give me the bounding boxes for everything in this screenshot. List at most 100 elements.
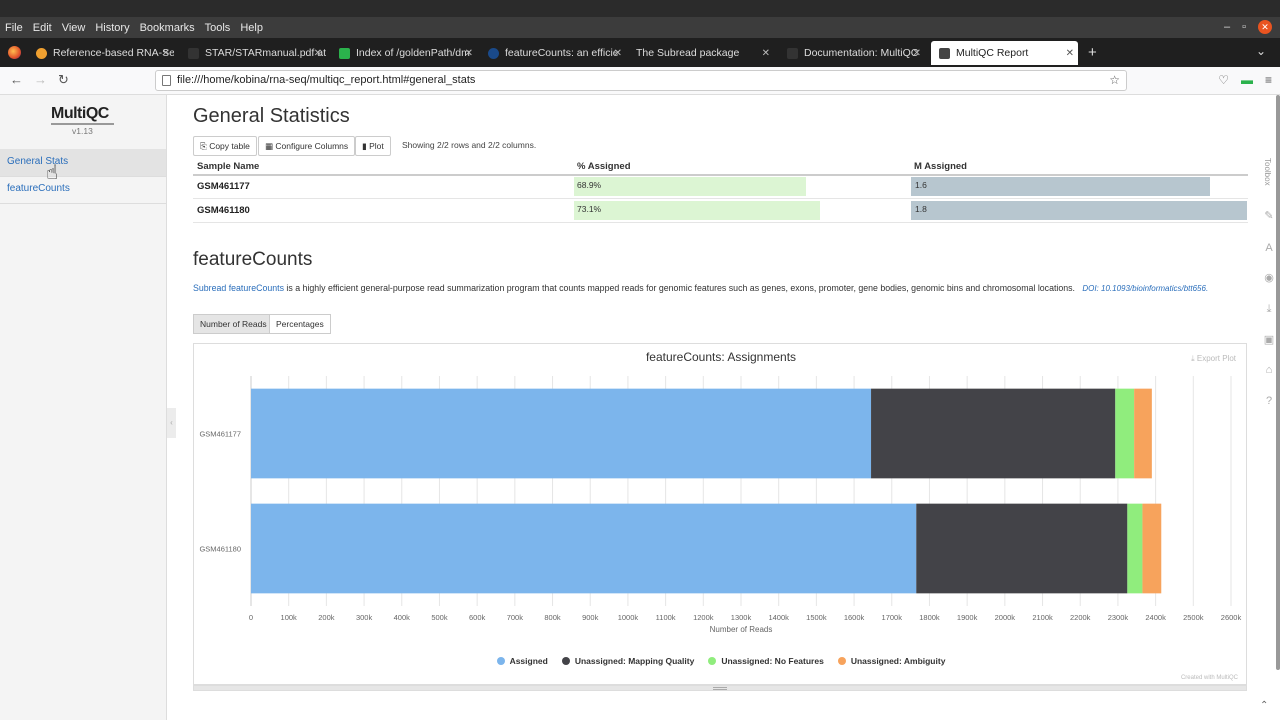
col-sample-name[interactable]: Sample Name bbox=[197, 161, 260, 172]
menu-bookmarks[interactable]: Bookmarks bbox=[139, 21, 195, 34]
reload-icon[interactable]: ↻ bbox=[58, 72, 69, 87]
bar-segment bbox=[1115, 388, 1135, 479]
m-assigned-bar bbox=[911, 201, 1247, 220]
hide-samples-icon[interactable]: ◉ bbox=[1264, 272, 1274, 284]
close-window-icon[interactable]: ✕ bbox=[1258, 20, 1272, 34]
bookmark-star-icon[interactable]: ☆ bbox=[1109, 73, 1120, 87]
plot-label: Plot bbox=[369, 141, 384, 151]
x-tick-label: 300k bbox=[356, 613, 373, 622]
multiqc-logo[interactable]: MultiQC bbox=[51, 105, 109, 122]
legend-item[interactable]: Unassigned: Mapping Quality bbox=[561, 656, 695, 666]
x-tick-label: 2400k bbox=[1145, 613, 1166, 622]
extension-icon[interactable]: ▬ bbox=[1240, 73, 1253, 87]
percentages-toggle[interactable]: Percentages bbox=[269, 314, 331, 334]
about-icon[interactable]: ⌂ bbox=[1265, 364, 1273, 376]
configure-columns-label: Configure Columns bbox=[275, 141, 349, 151]
page-scrollbar[interactable] bbox=[1276, 95, 1280, 670]
close-tab-icon[interactable]: ✕ bbox=[912, 47, 921, 59]
menu-edit[interactable]: Edit bbox=[32, 21, 52, 34]
x-axis-label: Number of Reads bbox=[710, 625, 773, 634]
close-tab-icon[interactable]: ✕ bbox=[613, 47, 622, 59]
highlight-pin-icon[interactable]: ✎ bbox=[1264, 210, 1274, 222]
menu-tools[interactable]: Tools bbox=[204, 21, 231, 34]
tab-featurecounts-paper[interactable]: featureCounts: an efficie ✕ bbox=[480, 41, 626, 65]
legend-item[interactable]: Unassigned: Ambiguity bbox=[837, 656, 945, 666]
close-tab-icon[interactable]: ✕ bbox=[761, 47, 770, 59]
forward-arrow-icon[interactable]: → bbox=[34, 72, 47, 87]
help-icon[interactable]: ? bbox=[1265, 395, 1273, 407]
sidebar-collapse-handle[interactable]: ‹ bbox=[167, 408, 176, 438]
back-arrow-icon[interactable]: ← bbox=[10, 72, 23, 87]
logo-underline bbox=[51, 123, 114, 125]
col-pct-assigned[interactable]: % Assigned bbox=[577, 161, 631, 172]
tab-subread-package[interactable]: The Subread package ✕ bbox=[628, 41, 774, 65]
tab-title: Reference-based RNA-Se bbox=[53, 47, 174, 59]
x-tick-label: 1400k bbox=[768, 613, 789, 622]
close-tab-icon[interactable]: ✕ bbox=[161, 47, 170, 59]
x-tick-label: 1000k bbox=[618, 613, 639, 622]
pocket-icon[interactable]: ♡ bbox=[1218, 73, 1229, 87]
general-stats-title: General Statistics bbox=[193, 105, 350, 127]
hamburger-menu-icon[interactable]: ≡ bbox=[1264, 73, 1272, 87]
menu-file[interactable]: File bbox=[5, 21, 23, 34]
x-tick-label: 1500k bbox=[806, 613, 827, 622]
featurecounts-title: featureCounts bbox=[193, 249, 313, 270]
x-tick-label: 700k bbox=[507, 613, 524, 622]
save-settings-icon[interactable]: ▣ bbox=[1263, 334, 1275, 346]
x-tick-label: 600k bbox=[469, 613, 486, 622]
tab-goldenpath-index[interactable]: Index of /goldenPath/dm ✕ bbox=[331, 41, 477, 65]
tab-multiqc-report[interactable]: MultiQC Report ✕ bbox=[931, 41, 1078, 65]
rename-samples-icon[interactable]: A bbox=[1265, 242, 1273, 254]
scroll-to-top-icon[interactable]: ⌃ bbox=[1260, 700, 1269, 711]
minimize-icon[interactable]: – bbox=[1223, 21, 1231, 33]
m-assigned-value: 1.8 bbox=[915, 204, 927, 214]
plot-button[interactable]: ▮ Plot bbox=[355, 136, 391, 156]
x-tick-label: 800k bbox=[544, 613, 561, 622]
legend-item[interactable]: Unassigned: No Features bbox=[708, 656, 824, 666]
doi-link[interactable]: DOI: 10.1093/bioinformatics/btt656. bbox=[1082, 284, 1209, 293]
tab-reference-rnaseq[interactable]: Reference-based RNA-Se ✕ bbox=[28, 41, 174, 65]
toolbox-label[interactable]: Toolbox bbox=[1263, 158, 1272, 186]
legend-label: Unassigned: Mapping Quality bbox=[574, 656, 695, 666]
number-of-reads-toggle[interactable]: Number of Reads bbox=[193, 314, 274, 334]
close-tab-icon[interactable]: ✕ bbox=[464, 47, 473, 59]
new-tab-icon[interactable]: + bbox=[1088, 44, 1097, 61]
tab-multiqc-docs[interactable]: Documentation: MultiQC ✕ bbox=[779, 41, 925, 65]
legend-dot-icon bbox=[496, 657, 505, 665]
col-m-assigned[interactable]: M Assigned bbox=[914, 161, 967, 172]
close-tab-icon[interactable]: ✕ bbox=[1065, 47, 1074, 59]
bar-chart-icon: ▮ bbox=[362, 141, 367, 151]
bar-segment bbox=[1142, 503, 1162, 594]
subread-link[interactable]: Subread featureCounts bbox=[193, 283, 284, 293]
m-assigned-bar bbox=[911, 177, 1210, 196]
menu-view[interactable]: View bbox=[61, 21, 86, 34]
tab-title: Documentation: MultiQC bbox=[804, 47, 919, 59]
restore-icon[interactable]: ▫ bbox=[1242, 21, 1246, 33]
menu-help[interactable]: Help bbox=[240, 21, 263, 34]
configure-columns-button[interactable]: ▦ Configure Columns bbox=[258, 136, 356, 156]
copy-table-button[interactable]: ⎘ Copy table bbox=[193, 136, 257, 156]
tab-star-manual[interactable]: STAR/STARmanual.pdf at ✕ bbox=[180, 41, 326, 65]
export-plot-button[interactable]: ⤓ Export Plot bbox=[1191, 354, 1236, 364]
sample-name-cell: GSM461180 bbox=[197, 205, 250, 216]
toolbox-panel: Toolbox ✎ A ◉ ⤓ ▣ ⌂ ? bbox=[1257, 150, 1280, 570]
url-bar[interactable]: file:///home/kobina/rna-seq/multiqc_repo… bbox=[155, 70, 1127, 91]
legend-item[interactable]: Assigned bbox=[496, 656, 548, 666]
x-tick-label: 1300k bbox=[731, 613, 752, 622]
copy-icon: ⎘ bbox=[200, 141, 207, 151]
url-text: file:///home/kobina/rna-seq/multiqc_repo… bbox=[177, 74, 476, 86]
menu-history[interactable]: History bbox=[95, 21, 130, 34]
close-tab-icon[interactable]: ✕ bbox=[313, 47, 322, 59]
tab-title: STAR/STARmanual.pdf at bbox=[205, 47, 326, 59]
plot-resize-handle[interactable] bbox=[193, 685, 1247, 691]
sidebar-item-general-stats[interactable]: General Stats bbox=[0, 149, 166, 176]
x-tick-label: 1600k bbox=[844, 613, 865, 622]
assignments-plot: featureCounts: Assignments ⤓ Export Plot… bbox=[193, 343, 1247, 685]
m-assigned-value: 1.6 bbox=[915, 180, 927, 190]
list-tabs-chevron-icon[interactable]: ⌄ bbox=[1255, 44, 1266, 58]
sidebar-item-featurecounts[interactable]: featureCounts bbox=[7, 183, 70, 194]
created-with-label: Created with MultiQC bbox=[1180, 675, 1238, 681]
download-icon: ⤓ bbox=[1191, 354, 1195, 363]
export-icon[interactable]: ⤓ bbox=[1266, 303, 1272, 315]
description-text: is a highly efficient general-purpose re… bbox=[283, 283, 1075, 293]
